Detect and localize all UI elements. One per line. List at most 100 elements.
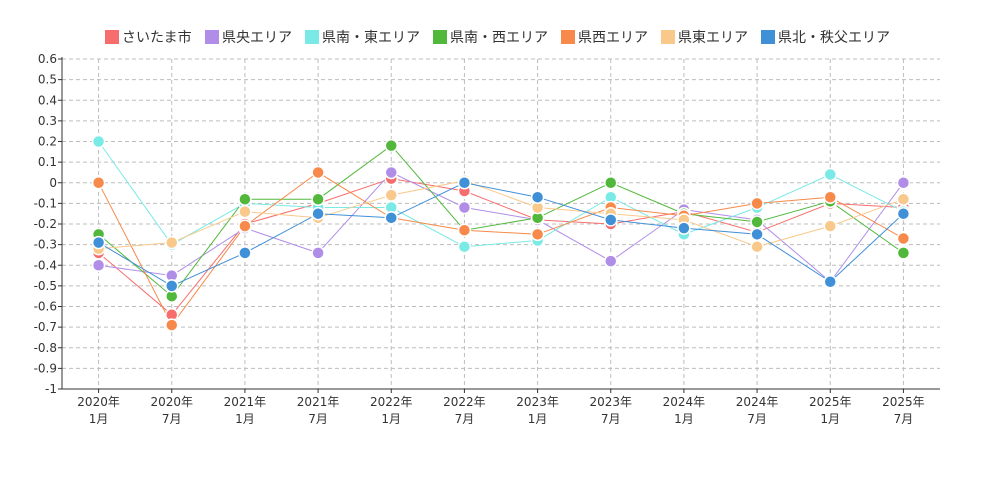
data-point[interactable]	[384, 211, 398, 225]
series-line	[98, 171, 904, 327]
legend-swatch	[561, 30, 575, 44]
y-tick-label: 0.3	[38, 114, 57, 128]
data-point[interactable]	[311, 206, 325, 221]
data-point[interactable]	[530, 190, 545, 204]
data-point[interactable]	[238, 246, 252, 260]
series-line	[98, 182, 904, 287]
x-tick-label-year: 2024年	[736, 395, 779, 409]
data-point[interactable]	[823, 219, 837, 233]
axes: 0.6 0.5 0.4 0.3 0.2 0.1 0 -0.1 -0.2 -0.3 -0.4 -0.5 -…	[34, 52, 940, 426]
data-point[interactable]	[823, 167, 837, 182]
data-point[interactable]	[238, 192, 252, 206]
data-point[interactable]	[750, 239, 764, 254]
x-tick-label-month: 7月	[162, 412, 182, 426]
y-tick-label: 0	[49, 176, 57, 190]
x-tick-label-month: 7月	[308, 412, 328, 426]
x-tick-label-month: 1月	[674, 412, 694, 426]
series-line	[98, 144, 904, 297]
x-tick-label-year: 2021年	[224, 395, 267, 409]
series-line	[98, 178, 904, 316]
y-tick-label: 0.1	[38, 155, 57, 169]
data-point[interactable]	[165, 318, 179, 332]
legend-label: 県南・東エリア	[322, 30, 420, 46]
data-point[interactable]	[896, 206, 911, 221]
x-tick-label-year: 2020年	[150, 395, 193, 409]
data-point[interactable]	[750, 227, 764, 242]
x-tick-label-year: 2021年	[297, 395, 340, 409]
data-point[interactable]	[604, 176, 618, 190]
data-point[interactable]	[604, 213, 618, 227]
x-tick-label-month: 1月	[528, 412, 548, 426]
x-tick-label-month: 7月	[747, 412, 767, 426]
legend-swatch	[305, 30, 319, 44]
x-tick-label-year: 2020年	[77, 395, 120, 409]
data-point[interactable]	[91, 176, 106, 190]
y-tick-label: -0.7	[34, 320, 57, 334]
data-point[interactable]	[457, 223, 472, 237]
y-tick-label: -0.8	[34, 341, 57, 355]
data-point[interactable]	[238, 219, 252, 233]
data-point[interactable]	[823, 190, 837, 204]
y-tick-label: 0.2	[38, 135, 57, 149]
legend-label: 県西エリア	[578, 30, 648, 46]
y-tick-label: -0.2	[34, 217, 57, 231]
x-tick-label-month: 1月	[89, 412, 109, 426]
data-point[interactable]	[238, 204, 252, 219]
legend-label: 県央エリア	[222, 30, 292, 46]
legend-label: 県北・秩父エリア	[778, 30, 890, 46]
y-tick-label: -0.9	[34, 361, 57, 375]
data-point[interactable]	[384, 138, 398, 153]
data-point[interactable]	[311, 192, 325, 206]
x-tick-label-month: 1月	[381, 412, 401, 426]
data-point[interactable]	[896, 176, 911, 190]
legend-label: さいたま市	[122, 29, 192, 46]
data-point[interactable]	[896, 192, 911, 206]
data-point[interactable]	[165, 235, 179, 250]
x-tick-label-month: 7月	[455, 412, 475, 426]
data-point[interactable]	[91, 258, 106, 272]
data-point[interactable]	[750, 196, 764, 211]
legend-label: 県南・西エリア	[450, 30, 548, 46]
data-point[interactable]	[457, 239, 472, 254]
legend-swatch	[433, 30, 447, 44]
data-point[interactable]	[384, 165, 398, 180]
y-tick-label: -0.4	[34, 258, 57, 272]
series-line	[98, 171, 904, 283]
y-tick-label: 0.4	[38, 93, 57, 107]
x-tick-label-year: 2023年	[516, 395, 559, 409]
series-line	[98, 180, 904, 250]
data-point[interactable]	[457, 176, 472, 190]
data-point[interactable]	[823, 275, 837, 289]
legend-swatch	[105, 30, 119, 44]
y-tick-label: -0.1	[34, 196, 57, 210]
x-tick-label-year: 2025年	[809, 395, 852, 409]
y-tick-label: -0.3	[34, 238, 57, 252]
x-tick-label-year: 2024年	[663, 395, 706, 409]
legend-label: 県東エリア	[678, 30, 748, 46]
y-tick-label: -0.6	[34, 300, 57, 314]
x-tick-label-year: 2022年	[443, 395, 486, 409]
data-point[interactable]	[677, 221, 691, 235]
data-point[interactable]	[604, 254, 618, 268]
series-points	[91, 134, 911, 332]
data-point[interactable]	[896, 246, 911, 260]
data-point[interactable]	[165, 279, 179, 293]
data-point[interactable]	[384, 188, 398, 202]
x-tick-label-month: 7月	[601, 412, 621, 426]
x-tick-label-month: 1月	[235, 412, 255, 426]
data-point[interactable]	[311, 165, 325, 180]
legend-swatch	[205, 30, 219, 44]
data-point[interactable]	[530, 227, 545, 242]
x-tick-label-month: 7月	[894, 412, 914, 426]
data-point[interactable]	[91, 235, 106, 250]
y-tick-label: -0.5	[34, 279, 57, 293]
legend: さいたま市 県央エリア 県南・東エリア 県南・西エリア 県西エリア 県東エリア 県北・秩父エ…	[105, 29, 890, 46]
data-point[interactable]	[311, 246, 325, 260]
data-point[interactable]	[457, 200, 472, 215]
y-tick-label: -1	[45, 382, 57, 396]
data-point[interactable]	[91, 134, 106, 149]
data-point[interactable]	[750, 215, 764, 229]
data-point[interactable]	[896, 231, 911, 246]
